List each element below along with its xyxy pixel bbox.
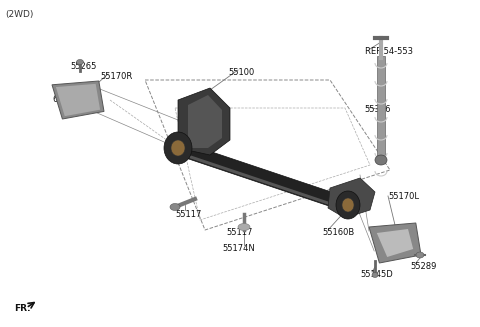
Bar — [377, 56, 385, 156]
Polygon shape — [56, 84, 100, 116]
Text: 55117: 55117 — [226, 228, 252, 237]
Text: 55170L: 55170L — [388, 192, 419, 201]
Text: 55117: 55117 — [175, 210, 202, 219]
Text: 55160B: 55160B — [168, 148, 200, 157]
Polygon shape — [178, 88, 230, 155]
Text: 62610B: 62610B — [52, 95, 84, 104]
Text: 55100: 55100 — [228, 68, 254, 77]
Ellipse shape — [416, 252, 424, 258]
Ellipse shape — [372, 272, 378, 278]
Polygon shape — [369, 223, 421, 263]
Ellipse shape — [164, 132, 192, 164]
Polygon shape — [176, 151, 347, 211]
Text: 55289: 55289 — [410, 262, 436, 271]
Ellipse shape — [336, 191, 360, 219]
Polygon shape — [377, 229, 413, 257]
Ellipse shape — [171, 140, 185, 156]
Ellipse shape — [238, 223, 250, 231]
Polygon shape — [328, 178, 375, 218]
Text: 55396: 55396 — [364, 105, 391, 114]
Text: REF 54-553: REF 54-553 — [365, 47, 413, 56]
Polygon shape — [52, 81, 104, 119]
Text: 55170R: 55170R — [100, 72, 132, 81]
Text: 55265: 55265 — [70, 62, 96, 71]
Ellipse shape — [170, 203, 180, 211]
Text: 55145D: 55145D — [360, 270, 393, 279]
Text: 55174N: 55174N — [222, 244, 255, 253]
Polygon shape — [176, 141, 350, 212]
Text: FR.: FR. — [14, 304, 31, 313]
Ellipse shape — [76, 60, 84, 64]
Polygon shape — [188, 95, 222, 148]
Text: (2WD): (2WD) — [5, 10, 34, 19]
Ellipse shape — [375, 155, 387, 165]
Ellipse shape — [342, 198, 354, 212]
Text: 55160B: 55160B — [322, 228, 354, 237]
